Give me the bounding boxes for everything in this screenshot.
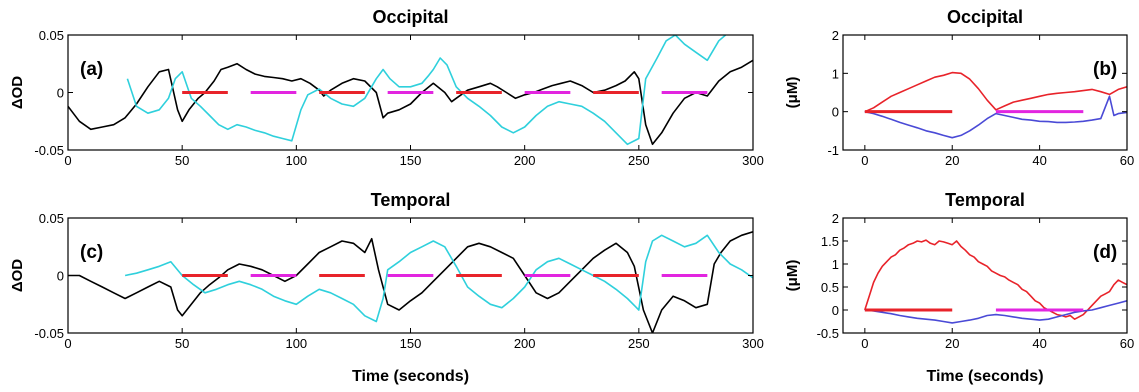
x-tick-label: 20 <box>945 153 959 168</box>
panel-d: Temporal 0 20 40 60 2 1.5 1 0.5 0 -0.5 (μM) Time (se… <box>784 190 1134 385</box>
x-tick-label: 60 <box>1120 336 1134 351</box>
plot-frame <box>842 34 1128 151</box>
y-tick-label: 0 <box>832 303 839 318</box>
x-tick-label: 250 <box>628 336 650 351</box>
panel-label: (d) <box>1093 242 1117 263</box>
x-tick-label: 250 <box>628 153 650 168</box>
x-tick-label: 100 <box>285 153 307 168</box>
y-tick-label: -0.05 <box>34 143 64 158</box>
y-tick-label: 1 <box>832 257 839 272</box>
series-line-1 <box>126 35 727 146</box>
x-tick-label: 50 <box>175 336 189 351</box>
y-tick-label: 0.5 <box>821 280 839 295</box>
y-axis-label: (μM) <box>784 77 801 109</box>
x-tick-label: 300 <box>742 336 764 351</box>
series-line-0 <box>68 231 753 333</box>
x-axis-label: Time (seconds) <box>352 368 469 385</box>
panel-label: (a) <box>80 59 103 80</box>
y-tick-label: 0 <box>57 269 64 284</box>
series-line-0 <box>864 71 1127 113</box>
y-tick-label: 0.05 <box>39 28 64 43</box>
y-tick-label: -0.5 <box>817 326 839 341</box>
y-tick-label: 1 <box>832 66 839 81</box>
x-tick-label: 200 <box>514 336 536 351</box>
x-tick-label: 150 <box>400 336 422 351</box>
panel-label: (c) <box>80 242 103 263</box>
panel-title: Occipital <box>372 7 448 27</box>
y-tick-label: 1.5 <box>821 234 839 249</box>
y-tick-label: -1 <box>827 143 839 158</box>
x-tick-label: 0 <box>861 153 868 168</box>
y-tick-label: 2 <box>832 211 839 226</box>
panel-b: Occipital 0 20 40 60 2 1 0 -1 (μM) (b) <box>784 7 1134 168</box>
x-tick-label: 40 <box>1032 153 1046 168</box>
series-line-0 <box>864 239 1127 320</box>
x-tick-label: 200 <box>514 153 536 168</box>
panel-label: (b) <box>1093 59 1117 80</box>
y-tick-label: 0.05 <box>39 211 64 226</box>
x-tick-label: 60 <box>1120 153 1134 168</box>
x-tick-label: 0 <box>861 336 868 351</box>
y-axis-label: ΔOD <box>9 76 26 109</box>
plot-frame <box>842 217 1128 334</box>
x-tick-label: 20 <box>945 336 959 351</box>
y-axis-label: ΔOD <box>9 259 26 292</box>
series-line-1 <box>124 234 753 323</box>
x-tick-label: 40 <box>1032 336 1046 351</box>
x-tick-label: 100 <box>285 336 307 351</box>
x-tick-label: 0 <box>64 336 71 351</box>
series-line-1 <box>864 300 1127 324</box>
x-tick-label: 150 <box>400 153 422 168</box>
x-axis-label: Time (seconds) <box>926 368 1043 385</box>
panel-title: Temporal <box>371 190 451 210</box>
y-tick-label: 2 <box>832 28 839 43</box>
y-tick-label: 0 <box>57 86 64 101</box>
series-line-0 <box>68 59 753 146</box>
panel-title: Temporal <box>945 190 1025 210</box>
x-tick-label: 0 <box>64 153 71 168</box>
y-tick-label: 0 <box>832 105 839 120</box>
x-tick-label: 300 <box>742 153 764 168</box>
y-tick-label: -0.05 <box>34 326 64 341</box>
panel-title: Occipital <box>947 7 1023 27</box>
x-tick-label: 50 <box>175 153 189 168</box>
y-axis-label: (μM) <box>784 260 801 292</box>
series-line-1 <box>864 95 1127 139</box>
